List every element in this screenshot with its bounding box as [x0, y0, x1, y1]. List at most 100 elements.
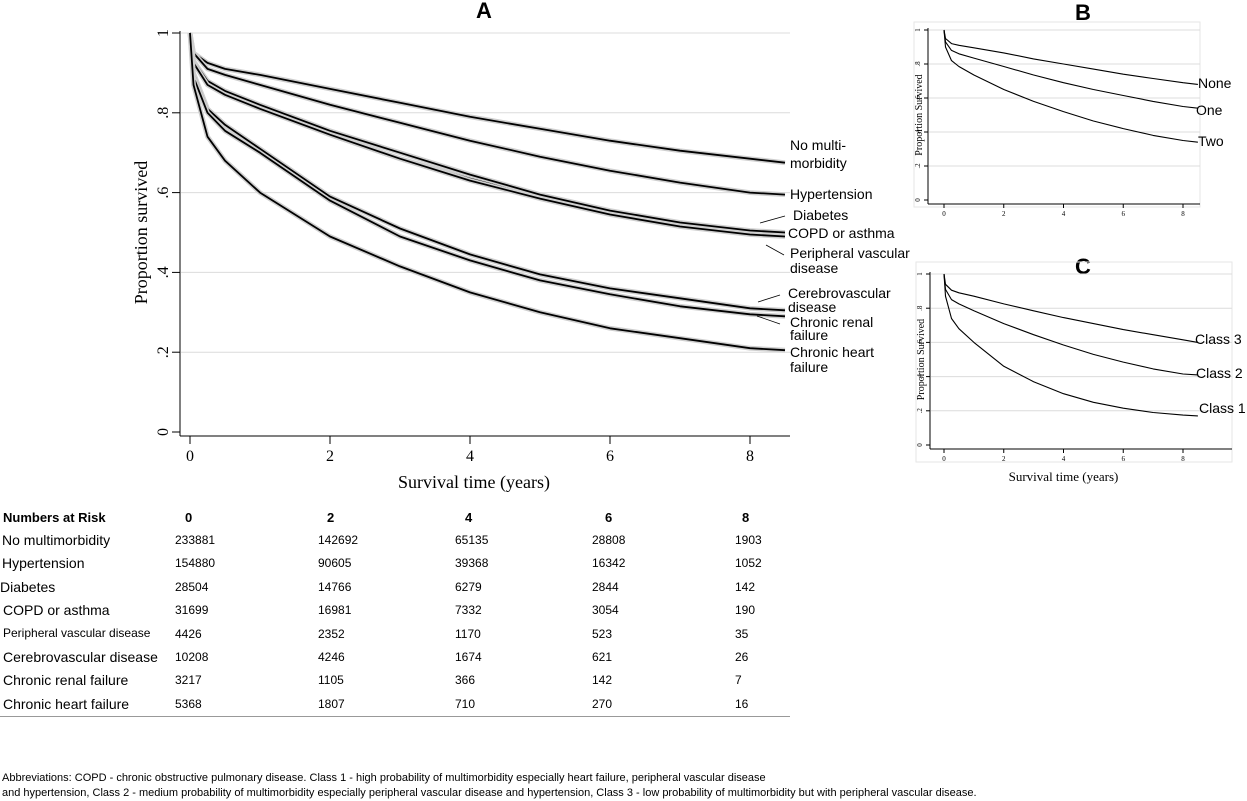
risk-cell: 366 [455, 673, 476, 688]
panel-a-series-label-copd-or-asthma: COPD or asthma [788, 225, 895, 241]
risk-cell: 1807 [318, 696, 345, 711]
panel-c-series-class-2 [943, 273, 1198, 376]
panel-b-x-tick-label: 6 [1122, 210, 1126, 218]
panel-c-y-tick-label: .6 [916, 339, 924, 345]
risk-cell: 2352 [318, 626, 345, 641]
panel-c-y-tick-label: .4 [916, 373, 924, 379]
risk-cell: 142 [735, 579, 756, 594]
panel-b-series-two [943, 29, 1198, 143]
panel-b: B 0 .2 .4 .6 .8 1 0 2 4 6 8 Proportion Survived None… [913, 0, 1232, 218]
panel-b-y-axis-label: Proportion Survived [914, 74, 925, 155]
panel-c-frame [915, 261, 1233, 463]
panel-a-leader-chronic-renal-failure [756, 315, 781, 325]
risk-cell: 31699 [175, 603, 209, 618]
risk-cell: 90605 [318, 556, 352, 571]
risk-cell: 28808 [592, 533, 626, 547]
panel-c-series-label-class-3: Class 3 [1195, 331, 1242, 347]
panel-a-y-tick-label: 1 [155, 29, 172, 37]
risk-cell: 10208 [175, 650, 209, 664]
risk-cell: 16342 [592, 556, 626, 571]
panel-b-y-tick-label: 0 [914, 198, 922, 202]
footnote-line-1: Abbreviations: COPD - chronic obstructiv… [2, 772, 766, 784]
risk-col-8: 8 [742, 510, 750, 525]
risk-cell: 1105 [318, 673, 344, 688]
risk-cell: 154880 [175, 556, 216, 571]
panel-a-series-peripheral-vascular-disease [189, 32, 786, 238]
risk-row-name: No multimorbidity [2, 532, 111, 548]
risk-cell: 1052 [735, 556, 762, 571]
panel-c-y-tick-label: .8 [916, 305, 924, 311]
panel-b-y-tick-label: 1 [914, 28, 922, 32]
panel-c-series-class-1 [943, 273, 1198, 417]
panel-a-ci-band-cerebrovascular-disease [187, 32, 786, 313]
panel-a-leader-peripheral-vascular-disease [765, 244, 785, 256]
panel-b-x-tick-label: 2 [1002, 210, 1006, 218]
panel-b-letter: B [1075, 0, 1091, 25]
panel-a-series-label-chronic-heart-failure: failure [790, 359, 828, 375]
risk-cell: 28504 [175, 579, 209, 594]
panel-b-x-tick-label: 8 [1181, 210, 1185, 218]
panel-a-x-axis-label: Survival time (years) [398, 472, 550, 493]
panel-a-leader-cerebrovascular-disease [757, 294, 781, 303]
risk-col-2: 2 [327, 510, 335, 525]
panel-b-series-none [943, 29, 1198, 85]
panel-c-series-label-class-2: Class 2 [1196, 365, 1243, 381]
panel-a-leader-diabetes [759, 215, 786, 224]
panel-a-y-tick-label: .4 [155, 266, 172, 278]
panel-a-series-hypertension [189, 32, 786, 196]
panel-c-y-tick-label: 0 [916, 443, 924, 447]
risk-row-name: Hypertension [2, 555, 85, 572]
risk-cell: 39368 [455, 556, 489, 571]
risk-row-name: COPD or asthma [3, 602, 110, 619]
panel-a-y-tick-label: .6 [155, 187, 172, 199]
risk-table-rule [0, 716, 790, 717]
panel-b-series-label-two: Two [1198, 133, 1224, 149]
risk-cell: 1903 [735, 533, 762, 547]
panel-a-series-label-chronic-renal-failure: Chronic renal [790, 314, 873, 330]
risk-cell: 523 [592, 626, 613, 641]
panel-a-series-cerebrovascular-disease [189, 32, 786, 312]
panel-c-x-tick-label: 2 [1002, 455, 1006, 463]
panel-a-x-tick-label: 0 [186, 448, 194, 465]
risk-row-name: Cerebrovascular disease [3, 649, 158, 665]
risk-cell: 1674 [455, 650, 482, 664]
risk-col-4: 4 [465, 510, 473, 525]
panel-c-x-tick-label: 4 [1062, 455, 1066, 463]
panel-c-x-tick-label: 8 [1181, 455, 1185, 463]
risk-cell: 142692 [318, 533, 359, 547]
panel-a-y-axis-label: Proportion survived [131, 161, 151, 305]
panel-a-x-tick-label: 4 [466, 448, 474, 465]
panel-a-y-tick-label: 0 [155, 428, 172, 436]
risk-col-0: 0 [185, 510, 193, 525]
panel-a-x-tick-label: 8 [746, 448, 754, 465]
panel-a-series-label-peripheral-vascular-disease: disease [790, 260, 838, 276]
risk-cell: 6279 [455, 579, 482, 594]
risk-row-name: Diabetes [0, 578, 56, 595]
panel-b-y-tick-label: .4 [914, 129, 922, 135]
risk-cell: 4246 [318, 650, 345, 664]
panel-b-x-tick-label: 0 [942, 210, 946, 218]
risk-cell: 16981 [318, 603, 352, 618]
panel-c-series-class-3 [943, 273, 1198, 343]
panel-a-series-label-no-multi-morbidity: morbidity [790, 155, 847, 171]
panel-c-x-tick-label: 0 [942, 455, 946, 463]
panel-a-series-chronic-renal-failure [189, 32, 786, 318]
panel-a-x-tick-label: 2 [326, 448, 334, 465]
risk-cell: 5368 [175, 696, 202, 711]
risk-row-name: Chronic renal failure [3, 672, 129, 689]
risk-cell: 65135 [455, 533, 489, 547]
risk-cell: 4426 [175, 626, 202, 641]
panel-c-letter: C [1075, 254, 1091, 279]
risk-row-name: Peripheral vascular disease [3, 625, 151, 640]
risk-cell: 3217 [175, 673, 202, 688]
survival-figure: A 0 .2 .4 .6 .8 1 0 2 4 6 8 Proportion survived Surv… [131, 0, 1246, 493]
panel-c-y-tick-label: .2 [916, 408, 924, 414]
panel-a-series-label-cerebrovascular-disease: Cerebrovascular [788, 285, 891, 301]
risk-col-6: 6 [605, 510, 613, 525]
risk-cell: 142 [592, 673, 613, 688]
panel-a-series-label-diabetes: Diabetes [793, 207, 848, 223]
panel-a-series-no-multi-morbidity [189, 32, 786, 164]
panel-a-series-label-chronic-heart-failure: Chronic heart [790, 344, 874, 360]
panel-a-series-label-hypertension: Hypertension [790, 186, 873, 202]
panel-a-letter: A [476, 0, 492, 23]
